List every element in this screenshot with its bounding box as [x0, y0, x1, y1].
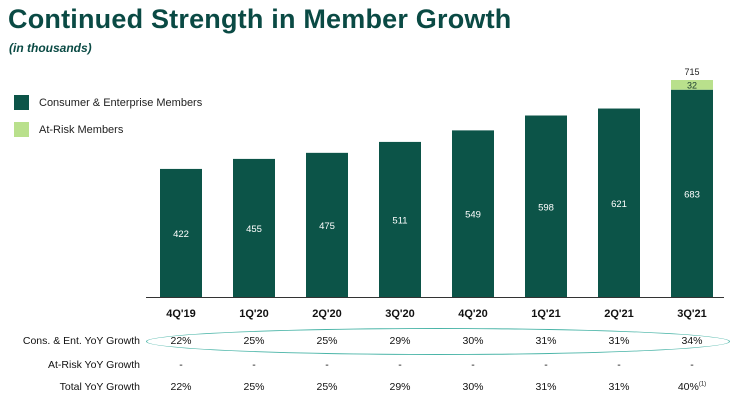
- legend-label-at-risk: At-Risk Members: [39, 123, 124, 136]
- bar-consumer-1: [233, 158, 275, 297]
- table-cell: -: [544, 359, 548, 371]
- table-cell: 25%: [316, 381, 338, 393]
- bar-consumer-2: [306, 152, 348, 297]
- table-cell: 25%: [243, 381, 265, 393]
- x-tick-label-7: 3Q'21: [677, 308, 707, 320]
- table-cell: 29%: [389, 335, 411, 347]
- table-cell: -: [690, 359, 694, 371]
- x-tick-label-5: 1Q'21: [531, 308, 561, 320]
- table-cell: -: [252, 359, 256, 371]
- table-cell: 30%: [462, 381, 484, 393]
- page-title: Continued Strength in Member Growth: [8, 4, 512, 34]
- footnote-marker: (1): [698, 381, 707, 388]
- table-row-label: Total YoY Growth: [59, 381, 140, 393]
- table-cell: -: [617, 359, 621, 371]
- bar-label-consumer-6: 621: [611, 199, 627, 210]
- bar-consumer-4: [452, 130, 494, 297]
- bar-total-7: 715: [684, 67, 699, 77]
- table-cell: 29%: [389, 381, 411, 393]
- table-cell: 22%: [170, 381, 192, 393]
- member-growth-chart: 422 4Q'19 455 1Q'20 475 2Q'20 511 3Q'20 549 4Q'20…: [146, 67, 724, 320]
- legend-swatch-at-risk: [14, 122, 29, 137]
- bar-consumer-3: [379, 141, 421, 297]
- table-cell: 31%: [608, 381, 630, 393]
- table-cell: -: [471, 359, 475, 371]
- table-cell: 25%: [243, 335, 265, 347]
- bar-consumer-0: [160, 168, 202, 297]
- table-cell: -: [325, 359, 329, 371]
- bar-consumer-6: [598, 108, 640, 297]
- growth-ellipse: [146, 328, 730, 355]
- page-subtitle: (in thousands): [9, 41, 92, 55]
- bar-consumer-7: [671, 89, 713, 298]
- x-tick-label-4: 4Q'20: [458, 308, 488, 320]
- bar-label-consumer-3: 511: [392, 215, 407, 226]
- table-cell: 40%(1): [677, 381, 707, 393]
- bar-label-consumer-1: 455: [246, 224, 262, 235]
- legend-swatch-consumer: [14, 95, 29, 110]
- bar-label-consumer-7: 683: [684, 189, 700, 200]
- table-cell: 34%: [681, 335, 703, 347]
- table-cell: 30%: [462, 335, 484, 347]
- bar-label-consumer-4: 549: [465, 210, 481, 221]
- table-cell: 25%: [316, 335, 338, 347]
- x-tick-label-0: 4Q'19: [166, 308, 196, 320]
- bar-consumer-5: [525, 115, 567, 297]
- table-cell: 31%: [535, 381, 557, 393]
- table-row-label: Cons. & Ent. YoY Growth: [22, 335, 140, 347]
- x-tick-label-2: 2Q'20: [312, 308, 342, 320]
- table-row-label: At-Risk YoY Growth: [47, 359, 140, 371]
- legend-label-consumer: Consumer & Enterprise Members: [39, 96, 203, 109]
- bar-label-consumer-5: 598: [538, 202, 554, 213]
- table-cell: 22%: [170, 335, 192, 347]
- bar-label-at-risk-7: 32: [687, 80, 697, 90]
- legend-at-risk: At-Risk Members: [14, 122, 123, 137]
- legend-consumer: Consumer & Enterprise Members: [14, 95, 202, 110]
- x-tick-label-6: 2Q'21: [604, 308, 634, 320]
- table-cell: -: [179, 359, 183, 371]
- bar-label-consumer-0: 422: [173, 229, 189, 240]
- bar-at-risk-7: [671, 80, 713, 90]
- table-cell: 31%: [608, 335, 630, 347]
- x-tick-label-1: 1Q'20: [239, 308, 269, 320]
- table-cell: 31%: [535, 335, 557, 347]
- bar-label-consumer-2: 475: [319, 221, 335, 232]
- x-tick-label-3: 3Q'20: [385, 308, 415, 320]
- table-cell: -: [398, 359, 402, 371]
